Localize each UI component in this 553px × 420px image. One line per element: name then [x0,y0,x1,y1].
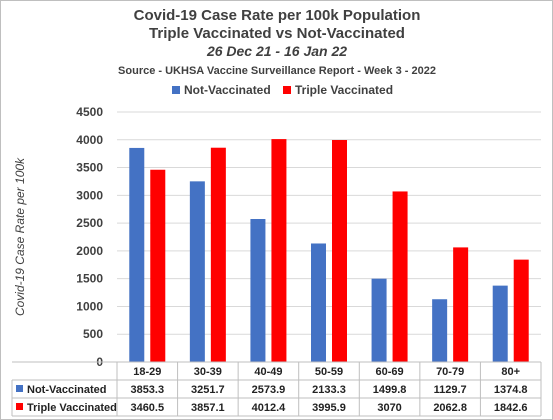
category-label: 60-69 [376,366,404,378]
bar-triple-vaccinated-60-69 [392,191,408,362]
legend-swatch-0 [172,86,180,94]
bar-not-vaccinated-80+ [492,285,508,362]
table-row-name: Not-Vaccinated [27,384,106,396]
data-label: 3857.1 [191,402,225,414]
y-tick-label: 4000 [76,133,103,147]
data-label: 3460.5 [130,402,164,414]
data-label: 3251.7 [191,384,225,396]
chart-legend: Not-Vaccinated Triple Vaccinated [172,83,393,97]
y-tick-label: 500 [83,327,103,341]
category-label: 80+ [501,366,520,378]
bar-not-vaccinated-50-59 [311,243,326,362]
y-tick-label: 1500 [76,272,103,286]
legend-swatch-1 [283,86,291,94]
chart-source: Source - UKHSA Vaccine Surveillance Repo… [118,65,436,77]
data-label: 2062.8 [433,402,467,414]
data-label: 1129.7 [434,384,467,396]
y-tick-label: 1000 [76,299,103,313]
chart-title-line2: Triple Vaccinated vs Not-Vaccinated [149,25,405,42]
category-label: 70-79 [436,366,464,378]
table-row-swatch [16,385,23,392]
bar-triple-vaccinated-30-39 [210,147,226,362]
y-tick-label: 2000 [76,244,103,258]
table-row-name: Triple Vaccinated [27,402,117,414]
data-label: 1842.6 [494,402,528,414]
data-label: 2573.9 [252,384,286,396]
chart-gridlines [117,111,541,363]
data-label: 4012.4 [252,402,287,414]
bar-triple-vaccinated-50-59 [332,140,347,362]
data-label: 1374.8 [494,384,528,396]
category-label: 50-59 [315,366,343,378]
bar-not-vaccinated-70-79 [432,299,448,362]
data-label: 1499.8 [373,384,407,396]
data-table: 18-29 30-39 40-49 50-59 60-69 70-79 80+ Not-Vac… [11,361,542,417]
bar-not-vaccinated-30-39 [189,181,205,362]
y-tick-label: 3000 [76,188,103,202]
y-tick-label: 4500 [76,105,103,119]
legend-label-0: Not-Vaccinated [184,83,271,97]
y-axis-label: Covid-19 Case Rate per 100k [13,157,27,316]
bar-not-vaccinated-60-69 [371,278,387,362]
chart-bars [129,139,529,362]
bar-triple-vaccinated-80+ [513,259,529,362]
category-label: 40-49 [254,366,282,378]
table-row-swatch [16,403,23,410]
chart-subtitle: 26 Dec 21 - 16 Jan 22 [206,43,347,59]
bar-triple-vaccinated-70-79 [453,247,469,362]
bar-not-vaccinated-40-49 [250,219,266,362]
y-tick-label: 2500 [76,216,103,230]
bar-not-vaccinated-18-29 [129,147,145,362]
data-label: 3853.3 [130,384,164,396]
data-label: 2133.3 [312,384,346,396]
legend-label-1: Triple Vaccinated [295,83,393,97]
bar-triple-vaccinated-40-49 [271,139,287,362]
category-label: 18-29 [133,366,161,378]
chart-title: Covid-19 Case Rate per 100k Population [134,7,421,24]
category-label: 30-39 [194,366,222,378]
y-tick-label: 3500 [76,161,103,175]
data-label: 3070 [377,402,401,414]
data-label: 3995.9 [312,402,346,414]
bar-triple-vaccinated-18-29 [150,169,166,362]
